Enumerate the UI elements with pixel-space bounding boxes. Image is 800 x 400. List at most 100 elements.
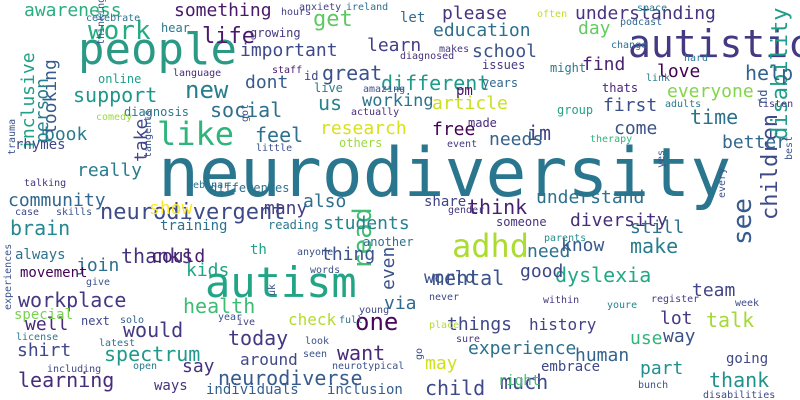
word-like: like: [157, 115, 235, 153]
word-world: world: [424, 268, 476, 288]
word-full: full: [339, 315, 364, 326]
word-every: every: [717, 167, 728, 198]
word-movement: movement: [20, 265, 88, 281]
word-within: within: [543, 295, 580, 306]
word-thinking: thinking: [96, 0, 107, 45]
word-id: id: [304, 69, 319, 83]
word-group: group: [557, 103, 594, 117]
word-solo: solo: [120, 315, 145, 326]
word-parents: parents: [544, 233, 587, 244]
word-life: life: [202, 24, 255, 49]
word-go: go: [414, 347, 425, 360]
word-article: article: [432, 93, 508, 114]
word-nd: nd: [756, 89, 770, 104]
word-diagnosed: diagnosed: [400, 51, 455, 62]
word-much: much: [500, 370, 549, 394]
word-diversity: diversity: [570, 210, 668, 231]
word-latest: latest: [99, 338, 136, 349]
word-working: working: [362, 91, 434, 111]
word-time: time: [690, 105, 739, 129]
word-join: join: [76, 255, 120, 276]
word-growing: growing: [250, 26, 301, 40]
word-health: health: [183, 294, 256, 318]
word-thing: thing: [321, 244, 376, 265]
word-right: right: [498, 373, 541, 389]
word-help: help: [745, 61, 794, 85]
word-adhd: adhd: [452, 227, 530, 265]
word-think: think: [467, 195, 528, 219]
word-young: young: [359, 305, 390, 316]
word-use: use: [630, 328, 663, 349]
word-feel: feel: [255, 123, 304, 147]
word-im: im: [527, 121, 552, 145]
word-got: got: [240, 103, 251, 122]
word-students: students: [323, 213, 410, 234]
word-place: place: [429, 320, 460, 331]
word-neurodiversity: neurodiversity: [158, 134, 732, 213]
word-dyslexia: dyslexia: [555, 263, 652, 287]
word-next: next: [81, 314, 110, 328]
word-support: support: [73, 83, 158, 107]
word-shirt: shirt: [17, 340, 72, 361]
word-learn: learn: [367, 35, 422, 56]
word-made: made: [468, 116, 497, 130]
word-important: important: [240, 40, 338, 61]
word-little: little: [256, 143, 293, 154]
word-come: come: [614, 118, 658, 139]
word-week: week: [735, 298, 760, 309]
word-needs: needs: [489, 129, 544, 150]
word-everyone: everyone: [667, 81, 754, 102]
word-th: th: [250, 242, 267, 258]
word-individuals: individuals: [206, 382, 299, 398]
word-live: live: [314, 81, 343, 95]
word-podcast: podcast: [620, 17, 663, 28]
word-space: space: [637, 3, 668, 14]
word-show: show: [149, 198, 193, 219]
word-get: get: [313, 7, 353, 32]
word-listen: listen: [757, 99, 794, 110]
word-make: make: [630, 234, 679, 258]
word-event: event: [447, 139, 478, 150]
word-diagnosis: diagnosis: [124, 105, 190, 119]
word-talk: talk: [706, 308, 755, 332]
word-find: find: [582, 54, 626, 75]
word-best: best: [784, 135, 795, 160]
word-never: never: [429, 292, 460, 303]
word-let: let: [400, 10, 426, 26]
word-thank: thank: [709, 368, 770, 392]
word-person: person: [32, 77, 53, 143]
word-understanding: understanding: [575, 3, 716, 24]
word-open: open: [133, 361, 158, 372]
word-well: well: [25, 314, 69, 335]
word-awareness: awareness: [24, 0, 122, 21]
word-great: great: [322, 61, 383, 85]
word-today: today: [228, 326, 289, 350]
word-another: another: [363, 235, 414, 249]
word-adults: adults: [665, 99, 702, 110]
word-training: training: [160, 218, 228, 234]
word-ive: ive: [237, 317, 256, 328]
word-change: change: [611, 40, 648, 51]
word-give: give: [86, 277, 111, 288]
word-bunch: bunch: [638, 380, 669, 391]
word-neurodiverse: neurodiverse: [218, 366, 363, 390]
word-day: day: [578, 18, 611, 39]
word-anyone: anyone: [297, 247, 334, 258]
word-youre: youre: [607, 300, 638, 311]
word-skills: skills: [56, 207, 93, 218]
word-look: look: [305, 336, 330, 347]
word-work: work: [88, 16, 151, 46]
word-say: say: [182, 356, 215, 377]
word-language: language: [173, 68, 222, 79]
word-experiences: experiences: [3, 243, 14, 310]
word-many: many: [264, 198, 308, 219]
word-experience: experience: [468, 338, 577, 359]
word-research: research: [320, 118, 407, 139]
word-way: way: [663, 326, 696, 347]
word-tangents: tangents: [143, 109, 154, 158]
word-one: one: [355, 308, 399, 336]
word-love: love: [657, 61, 701, 82]
word-words: words: [310, 265, 341, 276]
word-dont: dont: [245, 72, 289, 93]
word-community: community: [8, 190, 106, 211]
